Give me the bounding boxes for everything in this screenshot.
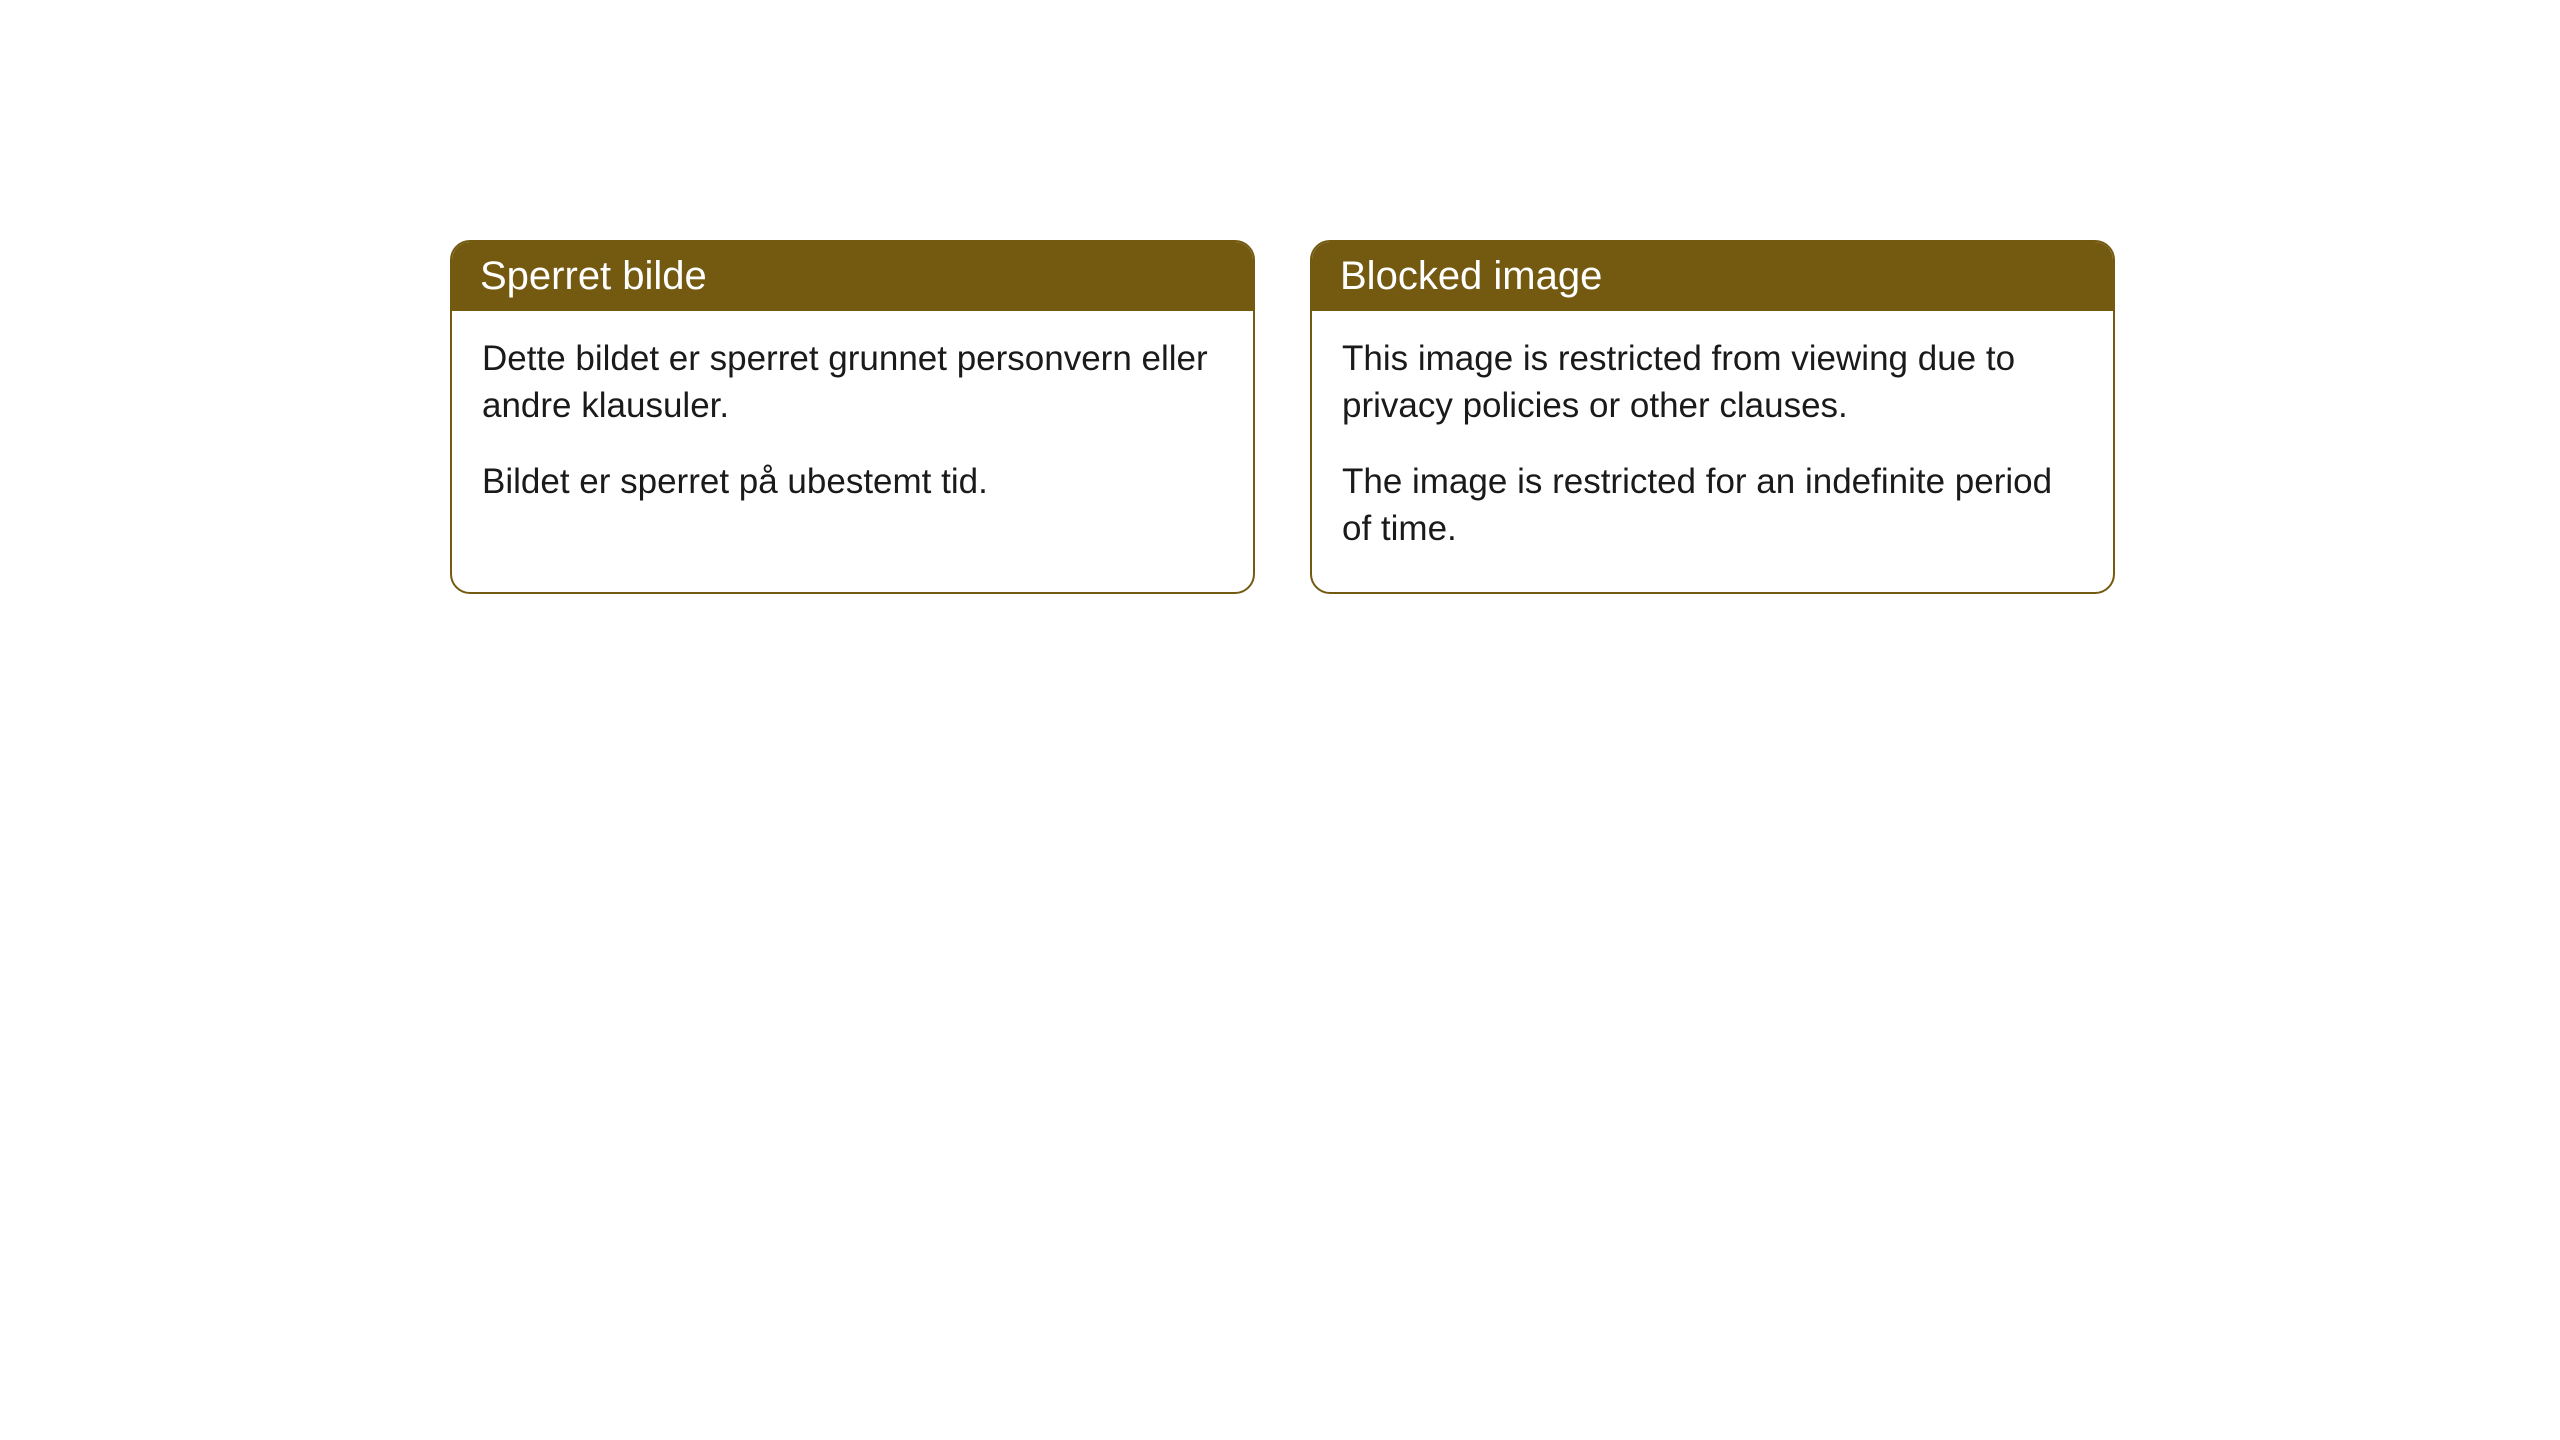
card-title-no: Sperret bilde: [480, 254, 707, 298]
card-paragraph-1-en: This image is restricted from viewing du…: [1342, 335, 2083, 430]
card-body-no: Dette bildet er sperret grunnet personve…: [452, 311, 1253, 545]
card-header-en: Blocked image: [1312, 242, 2113, 311]
card-container: Sperret bilde Dette bildet er sperret gr…: [450, 240, 2115, 594]
card-paragraph-2-en: The image is restricted for an indefinit…: [1342, 458, 2083, 553]
blocked-image-card-en: Blocked image This image is restricted f…: [1310, 240, 2115, 594]
card-body-en: This image is restricted from viewing du…: [1312, 311, 2113, 592]
card-header-no: Sperret bilde: [452, 242, 1253, 311]
card-paragraph-2-no: Bildet er sperret på ubestemt tid.: [482, 458, 1223, 505]
blocked-image-card-no: Sperret bilde Dette bildet er sperret gr…: [450, 240, 1255, 594]
card-paragraph-1-no: Dette bildet er sperret grunnet personve…: [482, 335, 1223, 430]
card-title-en: Blocked image: [1340, 254, 1602, 298]
